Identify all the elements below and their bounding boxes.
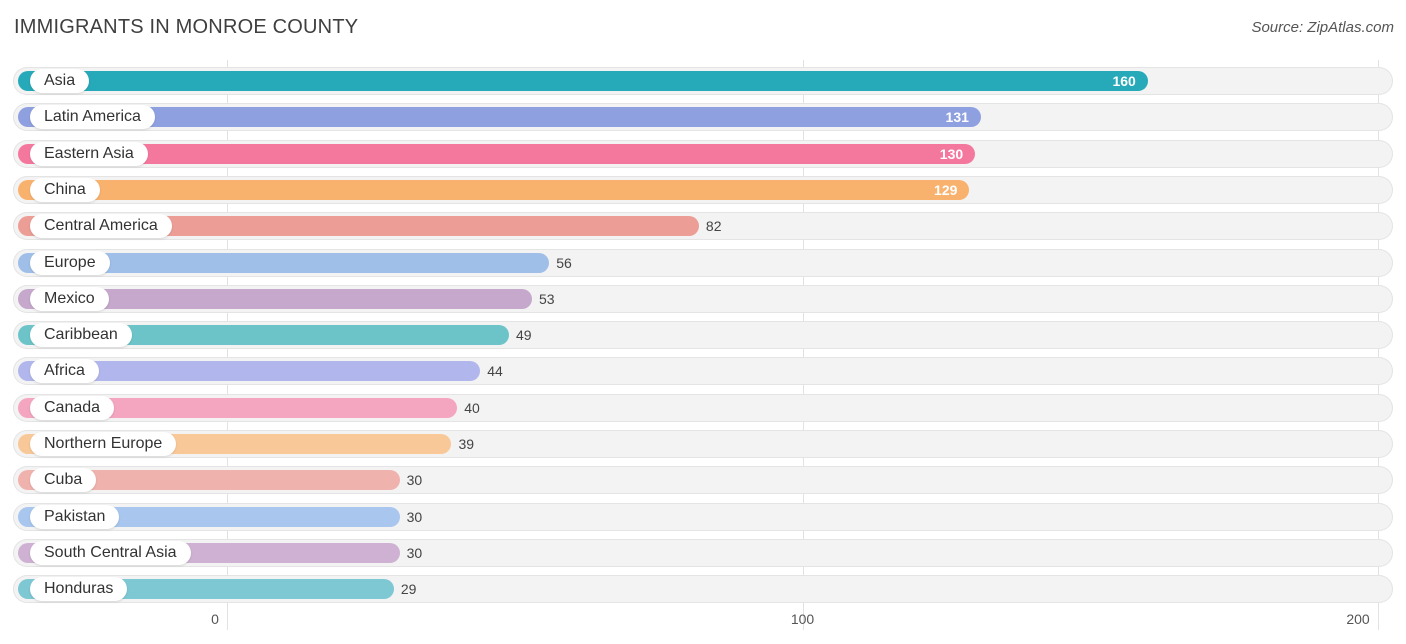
- category-label: Mexico: [30, 286, 109, 311]
- category-label: Canada: [30, 395, 115, 420]
- bar-central-america[interactable]: [18, 216, 699, 237]
- x-tick-label: 200: [1346, 611, 1370, 627]
- value-label: 29: [400, 581, 417, 598]
- value-label: 40: [464, 399, 480, 416]
- value-label: 49: [515, 327, 532, 344]
- category-label: Europe: [30, 250, 110, 275]
- bar-canada[interactable]: [18, 397, 458, 418]
- category-label: South Central Asia: [30, 540, 191, 565]
- value-label: 53: [539, 290, 555, 307]
- category-label: Northern Europe: [30, 432, 177, 456]
- category-label: Asia: [30, 69, 90, 93]
- category-label: Eastern Asia: [30, 141, 148, 166]
- category-label: Caribbean: [30, 323, 132, 348]
- value-label: 160: [1112, 73, 1136, 89]
- value-label: 56: [556, 254, 572, 271]
- value-label: 131: [945, 109, 969, 126]
- category-label: Pakistan: [30, 504, 120, 529]
- bar-caribbean[interactable]: [18, 325, 509, 346]
- chart-title: IMMIGRANTS IN MONROE COUNTY: [14, 16, 359, 38]
- value-label: 129: [934, 181, 958, 198]
- chart-source: Source: ZipAtlas.com: [1251, 19, 1394, 36]
- category-label: China: [30, 177, 100, 202]
- value-label: 130: [939, 145, 964, 162]
- value-label: 30: [406, 544, 423, 561]
- bar-europe[interactable]: [18, 252, 550, 273]
- value-label: 44: [487, 363, 503, 380]
- x-tick-label: 100: [790, 611, 815, 627]
- category-label: Honduras: [30, 577, 128, 602]
- value-label: 39: [458, 436, 475, 452]
- category-label: Cuba: [30, 468, 97, 493]
- bar-mexico[interactable]: [18, 288, 532, 309]
- value-label: 30: [406, 508, 423, 525]
- value-label: 30: [406, 472, 423, 489]
- category-label: Central America: [30, 214, 172, 239]
- bar-eastern-asia[interactable]: [18, 143, 976, 164]
- value-label: 82: [705, 218, 722, 235]
- bar-africa[interactable]: [18, 361, 481, 382]
- bar-china[interactable]: [18, 179, 970, 200]
- bar-cuba[interactable]: [18, 470, 400, 491]
- category-label: Latin America: [30, 105, 155, 130]
- category-label: Africa: [30, 359, 99, 384]
- x-tick-label: 0: [211, 611, 219, 627]
- bar-latin-america[interactable]: [18, 107, 981, 128]
- bar-asia[interactable]: [18, 71, 1148, 91]
